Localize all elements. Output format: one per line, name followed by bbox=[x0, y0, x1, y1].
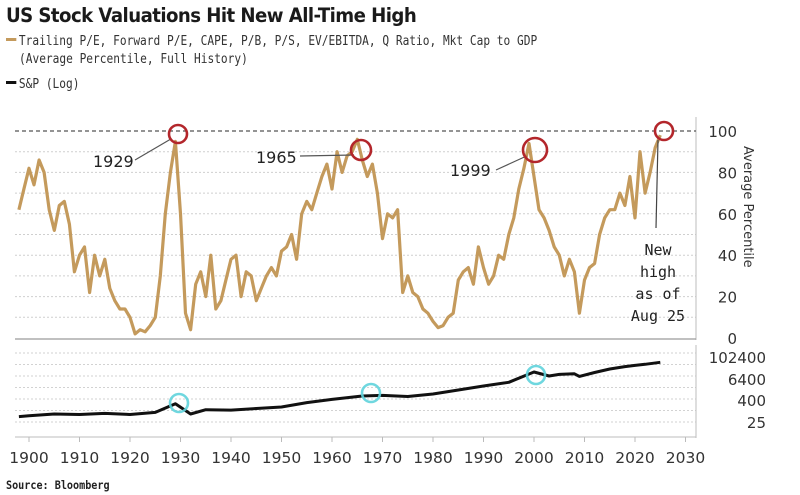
x-tick-label: 1910 bbox=[60, 449, 99, 467]
upper-y-tick-label: 0 bbox=[727, 330, 737, 348]
lower-y-tick-label: 102400 bbox=[709, 349, 766, 367]
upper-y-ticks: 100 80 60 40 20 0 bbox=[708, 123, 737, 348]
x-tick-label: 1980 bbox=[413, 449, 452, 467]
x-tick-label: 2030 bbox=[666, 449, 705, 467]
annotation-label-1929: 1929 bbox=[93, 152, 134, 171]
annotation-circle-new-high bbox=[653, 120, 675, 142]
sp-highlight-circle-1929 bbox=[168, 392, 190, 414]
annotation-label-new-high: Aug 25 bbox=[631, 307, 685, 325]
x-tick-label: 1930 bbox=[161, 449, 200, 467]
annotation-label-new-high: New bbox=[644, 241, 672, 259]
x-tick-label: 2010 bbox=[565, 449, 604, 467]
lower-y-tick-label: 25 bbox=[747, 414, 766, 432]
x-axis-ticks: 1900 1910 1920 1930 1940 1950 1960 1970 1980 1990… bbox=[9, 437, 705, 467]
lower-y-ticks: 102400 6400 400 25 bbox=[709, 349, 766, 432]
annotation-label-1999: 1999 bbox=[450, 161, 491, 180]
annotation-label-1965: 1965 bbox=[256, 148, 297, 167]
legend-swatch-sp bbox=[6, 81, 17, 84]
x-tick-label: 2000 bbox=[514, 449, 553, 467]
upper-y-axis-label: Average Percentile bbox=[740, 146, 755, 268]
annotation-label-new-high: high bbox=[640, 263, 676, 281]
annotation-label-new-high: as of bbox=[635, 285, 680, 303]
lower-gridlines bbox=[15, 352, 696, 423]
annotation-circle-1965 bbox=[349, 138, 373, 162]
annotation-leader-new-high bbox=[655, 139, 659, 229]
upper-gridlines bbox=[15, 151, 696, 318]
upper-y-tick-label: 80 bbox=[718, 164, 737, 182]
sp-log-line bbox=[18, 360, 661, 419]
x-tick-label: 1940 bbox=[211, 449, 250, 467]
annotation-leader-1999 bbox=[495, 155, 527, 171]
annotation-circle-1929 bbox=[167, 123, 189, 145]
upper-y-tick-label: 100 bbox=[708, 123, 737, 141]
x-tick-label: 1950 bbox=[262, 449, 301, 467]
lower-y-tick-label: 400 bbox=[737, 392, 766, 410]
x-tick-label: 1970 bbox=[363, 449, 402, 467]
annotation-leader-1929 bbox=[134, 137, 173, 161]
legend-label-valuation: Trailing P/E, Forward P/E, CAPE, P/B, P/… bbox=[18, 34, 538, 49]
legend-item-valuation-sub: (Average Percentile, Full History) bbox=[19, 51, 248, 69]
sp-highlight-circle-1967 bbox=[360, 382, 382, 404]
lower-y-tick-label: 6400 bbox=[728, 371, 766, 389]
x-tick-label: 1960 bbox=[312, 449, 351, 467]
legend-swatch-valuation bbox=[6, 38, 17, 41]
valuation-percentile-line bbox=[17, 134, 662, 336]
x-tick-label: 2020 bbox=[615, 449, 654, 467]
source-note: Source: Bloomberg bbox=[6, 478, 110, 492]
annotation-circle-1999 bbox=[521, 136, 549, 164]
x-tick-label: 1900 bbox=[9, 449, 48, 467]
upper-y-tick-label: 20 bbox=[718, 289, 737, 307]
upper-y-tick-label: 40 bbox=[718, 247, 737, 265]
sp-highlight-circle-2000 bbox=[525, 364, 547, 386]
annotation-leader-1965 bbox=[299, 154, 355, 157]
upper-y-tick-label: 60 bbox=[718, 206, 737, 224]
legend-item-sp: S&P (Log) bbox=[6, 76, 79, 94]
chart-title: US Stock Valuations Hit New All-Time Hig… bbox=[6, 4, 417, 27]
x-tick-label: 1920 bbox=[110, 449, 149, 467]
legend-label-valuation-sub: (Average Percentile, Full History) bbox=[19, 52, 248, 67]
legend-label-sp: S&P (Log) bbox=[18, 77, 80, 92]
x-tick-label: 1990 bbox=[464, 449, 503, 467]
annotations: 1929 1965 1999 New high as of Aug 25 bbox=[93, 120, 685, 414]
legend-item-valuation: Trailing P/E, Forward P/E, CAPE, P/B, P/… bbox=[6, 33, 537, 51]
